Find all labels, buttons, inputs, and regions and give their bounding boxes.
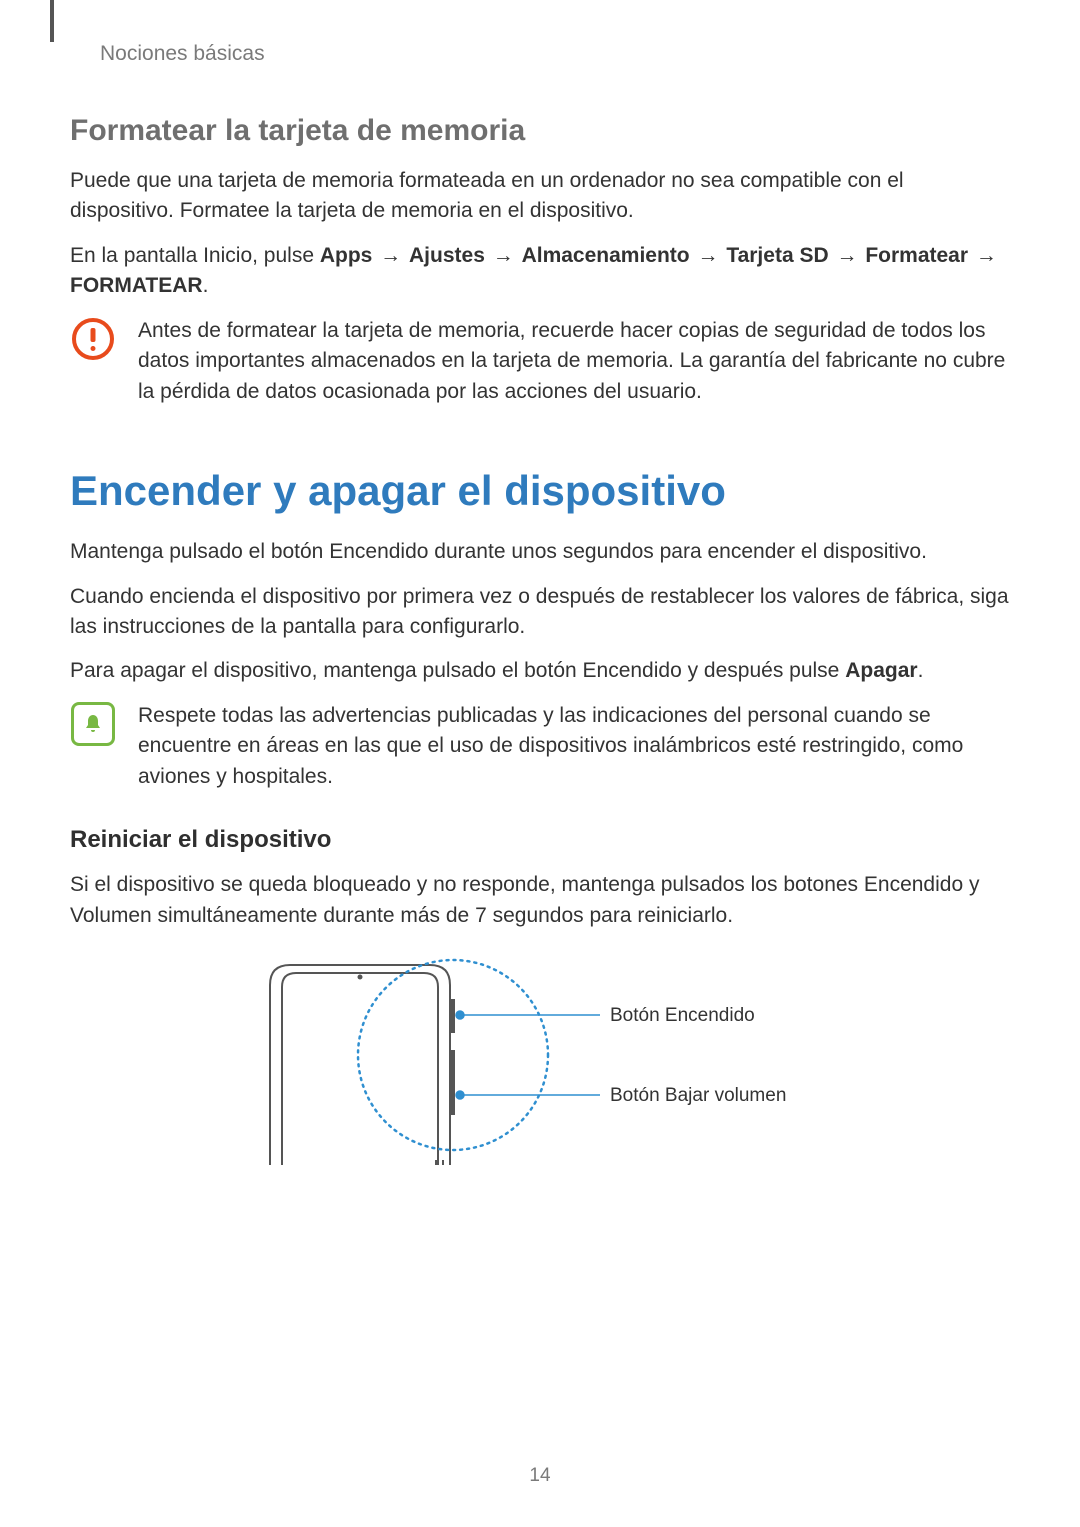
format-card-heading: Formatear la tarjeta de memoria bbox=[70, 114, 1010, 148]
header-accent-bar bbox=[50, 0, 54, 42]
restart-heading: Reiniciar el dispositivo bbox=[70, 826, 1010, 854]
arrow-2: → bbox=[695, 244, 720, 267]
path-item-2: Almacenamiento bbox=[522, 244, 690, 267]
path-item-3: Tarjeta SD bbox=[726, 244, 828, 267]
format-card-p1: Puede que una tarjeta de memoria formate… bbox=[70, 166, 1010, 227]
p3-bold: Apagar bbox=[845, 659, 917, 682]
device-diagram: Botón Encendido Botón Bajar volumen bbox=[260, 955, 820, 1165]
label-volume-button: Botón Bajar volumen bbox=[610, 1085, 786, 1107]
restart-p: Si el dispositivo se queda bloqueado y n… bbox=[70, 870, 1010, 931]
arrow-1: → bbox=[491, 244, 516, 267]
arrow-0: → bbox=[378, 244, 403, 267]
page-number: 14 bbox=[529, 1465, 550, 1487]
caution-icon bbox=[70, 316, 116, 362]
power-heading: Encender y apagar el dispositivo bbox=[70, 467, 1010, 515]
page-content: Nociones básicas Formatear la tarjeta de… bbox=[0, 0, 1080, 1165]
path-suffix: . bbox=[203, 274, 209, 297]
path-item-5: FORMATEAR bbox=[70, 274, 203, 297]
caution-note: Antes de formatear la tarjeta de memoria… bbox=[70, 316, 1010, 407]
breadcrumb: Nociones básicas bbox=[100, 42, 1010, 66]
p3-prefix: Para apagar el dispositivo, mantenga pul… bbox=[70, 659, 845, 682]
bell-icon bbox=[70, 701, 116, 747]
caution-text: Antes de formatear la tarjeta de memoria… bbox=[138, 316, 1010, 407]
info-note: Respete todas las advertencias publicada… bbox=[70, 701, 1010, 792]
power-p1: Mantenga pulsado el botón Encendido dura… bbox=[70, 537, 1010, 567]
path-item-0: Apps bbox=[320, 244, 373, 267]
arrow-4: → bbox=[974, 244, 999, 267]
label-power-button: Botón Encendido bbox=[610, 1005, 755, 1027]
power-p2: Cuando encienda el dispositivo por prime… bbox=[70, 582, 1010, 643]
power-p3: Para apagar el dispositivo, mantenga pul… bbox=[70, 656, 1010, 686]
format-card-path: En la pantalla Inicio, pulse Apps → Ajus… bbox=[70, 241, 1010, 302]
bell-icon-svg bbox=[81, 712, 105, 736]
device-diagram-wrap: Botón Encendido Botón Bajar volumen bbox=[70, 955, 1010, 1165]
info-text: Respete todas las advertencias publicada… bbox=[138, 701, 1010, 792]
path-prefix: En la pantalla Inicio, pulse bbox=[70, 244, 320, 267]
path-item-4: Formatear bbox=[865, 244, 968, 267]
path-item-1: Ajustes bbox=[409, 244, 485, 267]
arrow-3: → bbox=[834, 244, 859, 267]
p3-suffix: . bbox=[918, 659, 924, 682]
